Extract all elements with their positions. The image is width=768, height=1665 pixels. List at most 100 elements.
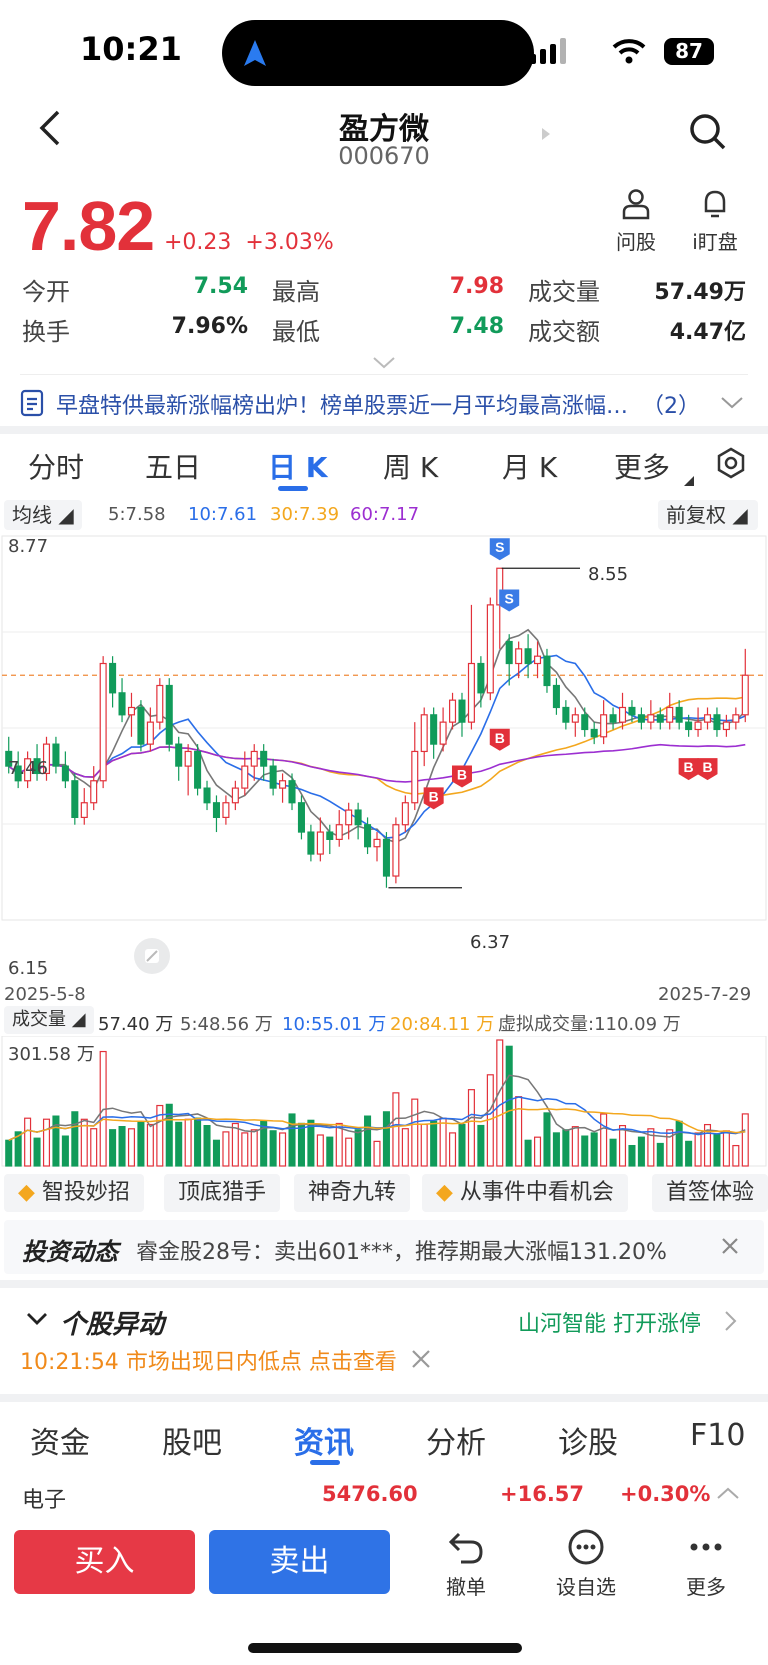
cancel-order-button[interactable]: 撤单	[426, 1528, 506, 1600]
low-value: 7.48	[449, 314, 504, 339]
tab-forum[interactable]: 股吧	[162, 1426, 222, 1461]
volume-chart[interactable]	[0, 1036, 768, 1170]
tab-funds[interactable]: 资金	[30, 1426, 90, 1461]
settings-icon[interactable]	[714, 446, 748, 480]
tool-first-sign[interactable]: 首签体验	[652, 1174, 768, 1212]
ma-selector[interactable]: 均线 ◢	[4, 500, 82, 530]
candle	[609, 714, 617, 723]
more-button[interactable]: 更多	[666, 1528, 746, 1600]
tab-five-day[interactable]: 五日	[145, 451, 202, 484]
tab-analysis[interactable]: 分析	[426, 1426, 486, 1461]
date-end: 2025-7-29	[658, 984, 752, 1005]
candle	[165, 684, 173, 745]
volume-bar	[600, 1113, 608, 1167]
news-text: 早盘特供最新涨幅榜出炉！榜单股票近一月平均最高涨幅…	[56, 394, 629, 419]
tool-magic-nine[interactable]: 神奇九转	[294, 1174, 411, 1212]
high-value: 7.98	[449, 274, 504, 299]
add-watchlist-button[interactable]: 设自选	[546, 1528, 626, 1600]
tab-weekly-k[interactable]: 周 K	[383, 451, 439, 484]
candle	[5, 750, 13, 767]
current-price: 7.82	[22, 187, 155, 265]
candle	[231, 787, 239, 804]
volume-bar	[420, 1123, 428, 1167]
volume-ma20-line	[8, 1107, 746, 1141]
volume-bar	[222, 1131, 230, 1167]
news-banner[interactable]: 早盘特供最新涨幅榜出炉！榜单股票近一月平均最高涨幅… （2）	[20, 386, 748, 422]
ma10-line	[8, 654, 746, 839]
candle	[571, 714, 579, 723]
candle	[722, 721, 730, 731]
tab-more[interactable]: 更多	[614, 451, 671, 484]
volume-bar	[666, 1129, 674, 1167]
ask-stock-button[interactable]: 问股	[610, 188, 662, 255]
candle	[600, 714, 608, 738]
adjust-selector[interactable]: 前复权 ◢	[658, 500, 758, 530]
expand-chevron-icon[interactable]	[372, 356, 396, 370]
dismiss-icon[interactable]	[410, 1348, 432, 1370]
tab-f10[interactable]: F10	[690, 1418, 746, 1453]
candle	[703, 714, 712, 723]
buy-button[interactable]: 买入	[14, 1530, 195, 1594]
status-bar: 10:21 87	[0, 0, 768, 100]
candle	[212, 802, 220, 819]
candle	[335, 824, 343, 840]
candle	[694, 721, 702, 731]
chevron-right-icon	[725, 1311, 737, 1331]
volume-bar	[618, 1124, 627, 1167]
candle	[552, 684, 560, 709]
draw-tool-icon[interactable]	[134, 938, 170, 974]
sector-value: 5476.60	[322, 1482, 418, 1506]
watch-button[interactable]: i盯盘	[680, 188, 750, 255]
buy-signal-icon: B	[697, 758, 718, 781]
bell-icon	[704, 190, 726, 218]
tab-intraday[interactable]: 分时	[28, 451, 85, 484]
volume-bar	[496, 1039, 504, 1167]
volume-bar	[90, 1128, 98, 1167]
low-annotation: 6.37	[470, 932, 511, 953]
next-stock-icon[interactable]	[540, 126, 552, 142]
candle	[486, 604, 494, 694]
turnover-label: 换手	[22, 318, 70, 346]
anomaly-title: 个股异动	[60, 1310, 165, 1340]
volume-bar	[722, 1130, 730, 1167]
ma5-value: 5:7.58	[108, 504, 166, 525]
anomaly-right-link[interactable]: 山河智能 打开涨停	[518, 1312, 701, 1337]
back-arrow-icon[interactable]	[36, 108, 64, 148]
open-value: 7.54	[193, 274, 248, 299]
tab-daily-k[interactable]: 日 K	[268, 451, 328, 484]
tool-event-opportunity[interactable]: ◆ 从事件中看机会	[422, 1174, 628, 1212]
candle	[534, 655, 542, 665]
chevron-up-icon[interactable]	[716, 1486, 740, 1500]
home-indicator	[248, 1643, 522, 1653]
tab-diagnosis[interactable]: 诊股	[558, 1426, 618, 1461]
tab-news[interactable]: 资讯	[294, 1426, 354, 1461]
candle	[449, 699, 457, 723]
volume-bar	[430, 1120, 438, 1167]
candle	[430, 714, 438, 745]
search-icon[interactable]	[688, 112, 728, 152]
candle	[364, 824, 372, 848]
volume-bar	[458, 1123, 466, 1167]
close-icon[interactable]	[720, 1236, 740, 1256]
volume-bar	[411, 1098, 419, 1167]
news-count: （2）	[642, 394, 700, 419]
buy-signal-icon: B	[489, 728, 510, 751]
collapse-chevron-icon[interactable]	[26, 1312, 48, 1326]
person-icon	[622, 189, 650, 220]
volume-selector[interactable]: 成交量 ◢	[4, 1006, 94, 1034]
anomaly-message[interactable]: 10:21:54 市场出现日内低点 点击查看	[20, 1350, 397, 1375]
candle	[52, 743, 60, 767]
tool-smart-tips[interactable]: ◆ 智投妙招	[4, 1174, 144, 1212]
invest-dynamic-banner[interactable]: 投资动态 睿金股28号：卖出601***，推荐期最大涨幅131.20%	[0, 1220, 768, 1276]
candle	[458, 699, 466, 723]
sell-button[interactable]: 卖出	[209, 1530, 390, 1594]
candle	[61, 765, 69, 782]
volume-label: 成交量	[528, 278, 600, 306]
tab-monthly-k[interactable]: 月 K	[502, 451, 558, 484]
volume-bar	[307, 1119, 315, 1167]
candle	[524, 648, 532, 665]
volume-bar	[109, 1129, 117, 1167]
volume-bar	[647, 1128, 655, 1167]
tool-top-bottom[interactable]: 顶底猎手	[164, 1174, 281, 1212]
